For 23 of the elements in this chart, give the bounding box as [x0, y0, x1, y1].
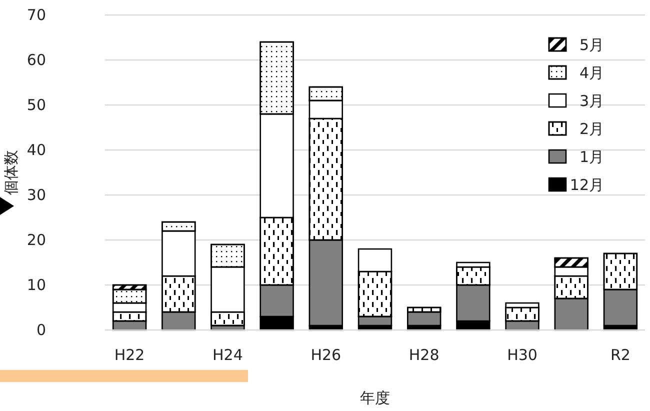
y-tick-label: 40	[26, 141, 46, 159]
y-tick-label: 70	[26, 6, 46, 24]
legend-label: 12月	[570, 176, 604, 194]
x-axis-title: 年度	[360, 389, 390, 407]
x-tick-label: H22	[114, 346, 145, 364]
y-tick-label: 20	[26, 231, 46, 249]
y-tick-label: 10	[26, 276, 46, 294]
y-axis-title: 個体数	[2, 150, 20, 195]
x-tick-label: H30	[507, 346, 538, 364]
y-tick-label: 60	[26, 51, 46, 69]
legend-label: 4月	[579, 64, 604, 82]
x-tick-label: H26	[310, 346, 342, 364]
x-tick-label: H24	[212, 346, 243, 364]
legend-label: 1月	[579, 148, 604, 166]
bar	[406, 311, 442, 326]
x-tick-label: R2	[610, 346, 630, 364]
legend-label: 3月	[579, 92, 604, 110]
x-tick-label: H28	[408, 346, 440, 364]
legend-label: 5月	[579, 36, 604, 54]
y-tick-label: 0	[36, 321, 46, 339]
y-tick-label: 30	[26, 186, 46, 204]
legend-label: 2月	[579, 120, 604, 138]
y-tick-label: 50	[26, 96, 46, 114]
